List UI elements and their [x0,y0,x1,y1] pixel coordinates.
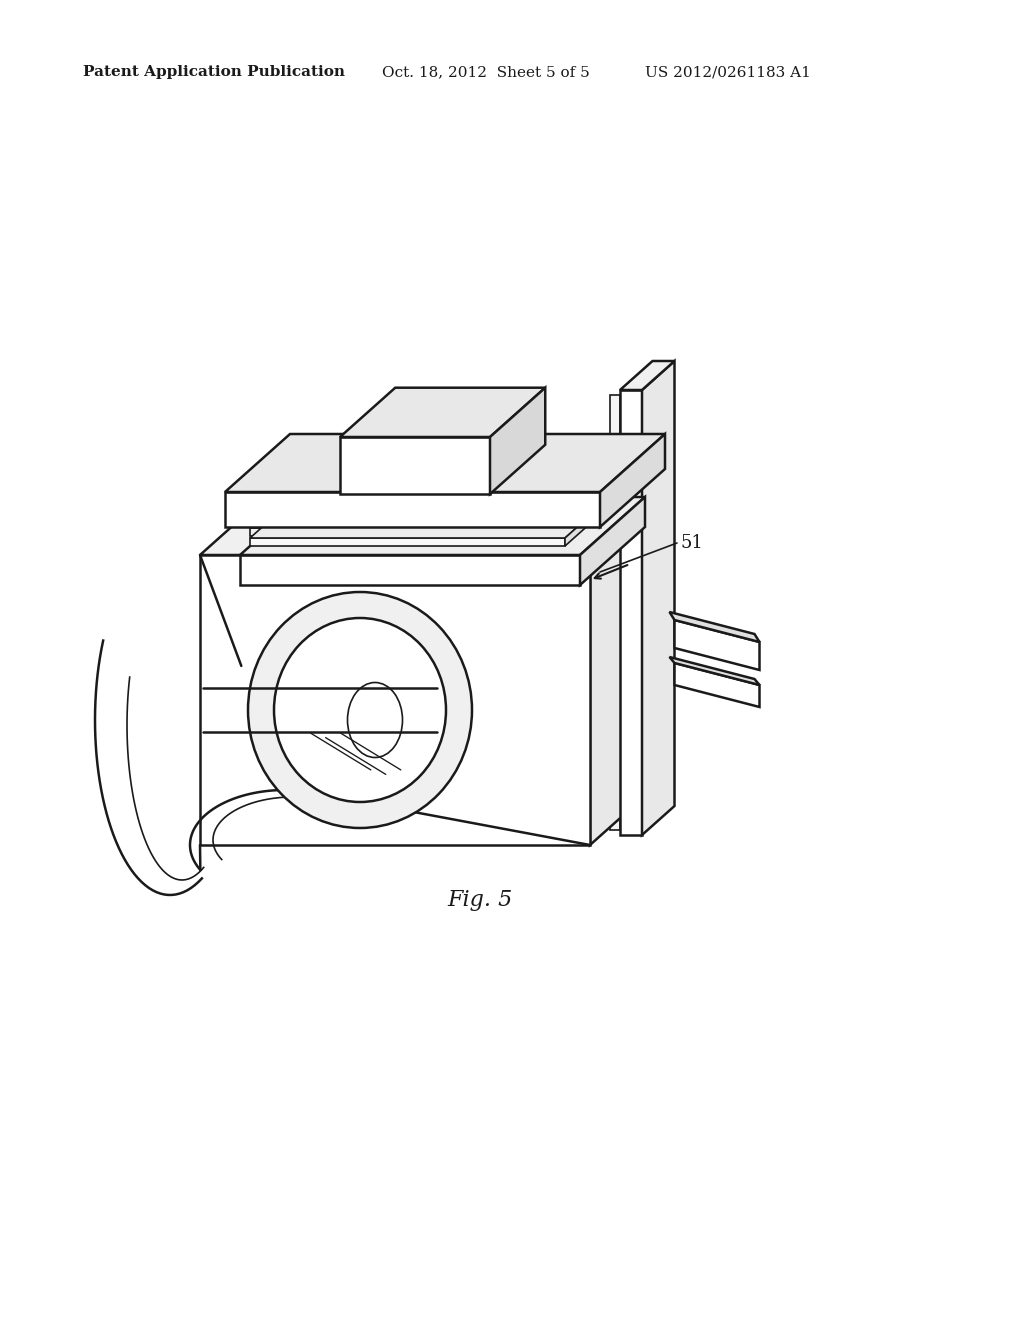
Polygon shape [200,554,590,845]
Polygon shape [565,470,630,536]
Polygon shape [565,480,630,546]
Ellipse shape [274,618,446,803]
Polygon shape [240,554,580,585]
Polygon shape [250,470,630,528]
Polygon shape [675,620,760,671]
Polygon shape [250,508,565,516]
Text: Patent Application Publication: Patent Application Publication [83,65,345,79]
Polygon shape [225,434,665,492]
Polygon shape [200,498,655,554]
Polygon shape [600,434,665,527]
Polygon shape [565,459,630,525]
Polygon shape [225,492,600,527]
Polygon shape [565,440,630,506]
Polygon shape [565,450,630,516]
Polygon shape [340,388,545,437]
Polygon shape [670,657,760,685]
Polygon shape [620,360,675,389]
Polygon shape [250,450,630,508]
Polygon shape [590,498,655,845]
Polygon shape [610,395,620,830]
Polygon shape [240,498,645,554]
Polygon shape [250,517,565,525]
Polygon shape [675,663,760,708]
Polygon shape [620,389,642,836]
Polygon shape [490,388,545,494]
Polygon shape [250,440,630,498]
Polygon shape [250,539,565,546]
Polygon shape [250,459,630,517]
Polygon shape [250,480,630,539]
Polygon shape [642,360,675,836]
Text: 51: 51 [680,535,702,552]
Text: Oct. 18, 2012  Sheet 5 of 5: Oct. 18, 2012 Sheet 5 of 5 [382,65,590,79]
Polygon shape [250,528,565,536]
Polygon shape [670,612,760,642]
Text: Fig. 5: Fig. 5 [447,888,513,911]
Polygon shape [250,498,565,506]
Polygon shape [580,498,645,585]
Ellipse shape [248,591,472,828]
Text: US 2012/0261183 A1: US 2012/0261183 A1 [645,65,811,79]
Polygon shape [340,437,490,494]
